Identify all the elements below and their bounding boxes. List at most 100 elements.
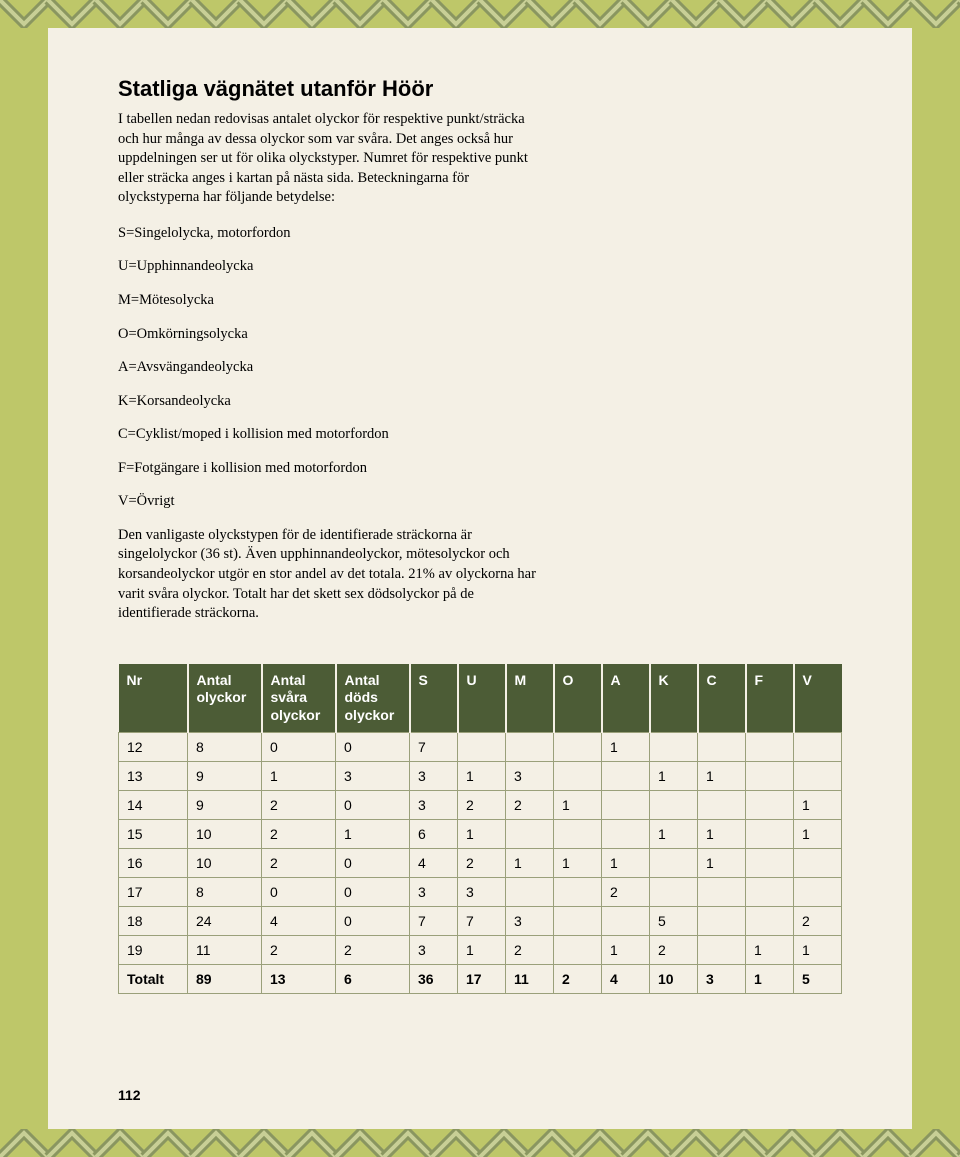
table-cell: 1	[602, 936, 650, 965]
table-col-header: U	[458, 664, 506, 733]
table-cell: 2	[794, 907, 842, 936]
table-cell: 36	[410, 965, 458, 994]
table-cell	[650, 733, 698, 762]
table-col-header: K	[650, 664, 698, 733]
table-row: 15102161111	[119, 820, 842, 849]
table-cell	[506, 820, 554, 849]
table-cell: 4	[410, 849, 458, 878]
table-cell: 9	[188, 791, 262, 820]
table-cell: 10	[188, 820, 262, 849]
table-row: 1391331311	[119, 762, 842, 791]
legend-item: A=Avsvängandeolycka	[118, 358, 538, 378]
table-cell: 1	[794, 936, 842, 965]
legend-item: F=Fotgängare i kollision med motorfordon	[118, 459, 538, 479]
table-cell: 6	[336, 965, 410, 994]
legend-item: O=Omkörningsolycka	[118, 325, 538, 345]
table-cell: 3	[458, 878, 506, 907]
table-cell	[650, 849, 698, 878]
table-cell: 1	[794, 791, 842, 820]
table-cell: 3	[410, 936, 458, 965]
table-cell: 3	[410, 762, 458, 791]
table-cell: 3	[410, 791, 458, 820]
table-cell	[746, 820, 794, 849]
legend-list: S=Singelolycka, motorfordon U=Upphinnande…	[118, 224, 842, 512]
table-cell: 12	[119, 733, 188, 762]
table-cell: 1	[650, 820, 698, 849]
table-cell: 0	[262, 733, 336, 762]
table-cell	[506, 733, 554, 762]
table-cell	[746, 733, 794, 762]
table-cell: 6	[410, 820, 458, 849]
table-col-header: S	[410, 664, 458, 733]
table-cell	[506, 878, 554, 907]
table-cell: 2	[262, 936, 336, 965]
table-cell	[554, 762, 602, 791]
table-row: 1492032211	[119, 791, 842, 820]
table-col-header: Antalsvåraolyckor	[262, 664, 336, 733]
table-cell: 89	[188, 965, 262, 994]
table-cell	[794, 762, 842, 791]
table-cell	[554, 733, 602, 762]
table-cell: 1	[602, 733, 650, 762]
table-cell	[698, 791, 746, 820]
table-cell: 0	[336, 907, 410, 936]
table-cell	[794, 878, 842, 907]
table-cell: 2	[554, 965, 602, 994]
table-cell: 1	[458, 762, 506, 791]
table-cell: 3	[506, 762, 554, 791]
table-cell: 3	[336, 762, 410, 791]
table-cell	[554, 820, 602, 849]
table-cell: 14	[119, 791, 188, 820]
table-cell	[746, 791, 794, 820]
table-cell	[698, 907, 746, 936]
table-cell: 19	[119, 936, 188, 965]
table-col-header: Antalolyckor	[188, 664, 262, 733]
table-cell: 7	[458, 907, 506, 936]
table-cell: Totalt	[119, 965, 188, 994]
table-cell: 3	[410, 878, 458, 907]
table-cell	[554, 907, 602, 936]
table-cell: 1	[336, 820, 410, 849]
table-col-header: O	[554, 664, 602, 733]
table-cell: 10	[650, 965, 698, 994]
page-title: Statliga vägnätet utanför Höör	[118, 76, 842, 102]
table-col-header: M	[506, 664, 554, 733]
table-col-header: V	[794, 664, 842, 733]
table-cell: 2	[506, 791, 554, 820]
legend-item: K=Korsandeolycka	[118, 392, 538, 412]
table-row-total: Totalt891363617112410315	[119, 965, 842, 994]
table-cell: 1	[458, 820, 506, 849]
table-row: 17800332	[119, 878, 842, 907]
intro-paragraph: I tabellen nedan redovisas antalet olyck…	[118, 110, 538, 208]
table-cell: 4	[602, 965, 650, 994]
table-cell: 1	[698, 762, 746, 791]
table-col-header: F	[746, 664, 794, 733]
table-cell: 1	[554, 791, 602, 820]
table-cell	[602, 791, 650, 820]
table-cell: 0	[336, 878, 410, 907]
legend-item: U=Upphinnandeolycka	[118, 257, 538, 277]
table-cell	[554, 936, 602, 965]
table-cell: 3	[506, 907, 554, 936]
table-cell: 1	[262, 762, 336, 791]
table-cell: 2	[602, 878, 650, 907]
table-row: 18244077352	[119, 907, 842, 936]
table-col-header: A	[602, 664, 650, 733]
table-cell	[746, 762, 794, 791]
legend-item: S=Singelolycka, motorfordon	[118, 224, 538, 244]
table-cell: 2	[262, 820, 336, 849]
table-cell: 2	[650, 936, 698, 965]
legend-item: V=Övrigt	[118, 492, 538, 512]
table-cell: 1	[794, 820, 842, 849]
table-cell: 8	[188, 733, 262, 762]
table-cell: 10	[188, 849, 262, 878]
table-cell	[602, 820, 650, 849]
data-table: NrAntalolyckorAntalsvåraolyckorAntaldöds…	[118, 664, 842, 995]
table-header-row: NrAntalolyckorAntalsvåraolyckorAntaldöds…	[119, 664, 842, 733]
table-cell: 1	[506, 849, 554, 878]
table-row: 1280071	[119, 733, 842, 762]
table-cell: 11	[188, 936, 262, 965]
table-cell: 0	[336, 791, 410, 820]
legend-item: M=Mötesolycka	[118, 291, 538, 311]
table-cell: 18	[119, 907, 188, 936]
